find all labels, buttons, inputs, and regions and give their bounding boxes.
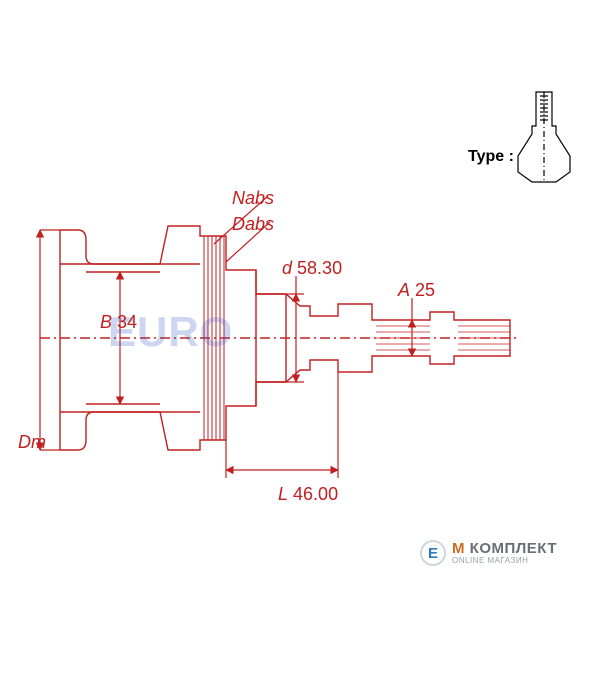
type-silhouette bbox=[518, 92, 570, 182]
logo-main-text: М КОМПЛЕКТ bbox=[452, 541, 557, 557]
store-logo: E М КОМПЛЕКТ ONLINE МАГАЗИН bbox=[420, 540, 557, 566]
logo-sub-text: ONLINE МАГАЗИН bbox=[452, 557, 557, 565]
label-d: d 58.30 bbox=[282, 258, 342, 279]
label-dabs: Dabs bbox=[232, 214, 274, 235]
label-a: A 25 bbox=[398, 280, 435, 301]
label-nabs: Nabs bbox=[232, 188, 274, 209]
cv-joint-diagram bbox=[0, 0, 600, 695]
label-l: L 46.00 bbox=[278, 484, 338, 505]
type-label: Type : bbox=[468, 148, 514, 166]
label-b: B 34 bbox=[100, 312, 137, 333]
logo-letter-icon: E bbox=[420, 540, 446, 566]
label-dm: Dm bbox=[18, 432, 46, 453]
